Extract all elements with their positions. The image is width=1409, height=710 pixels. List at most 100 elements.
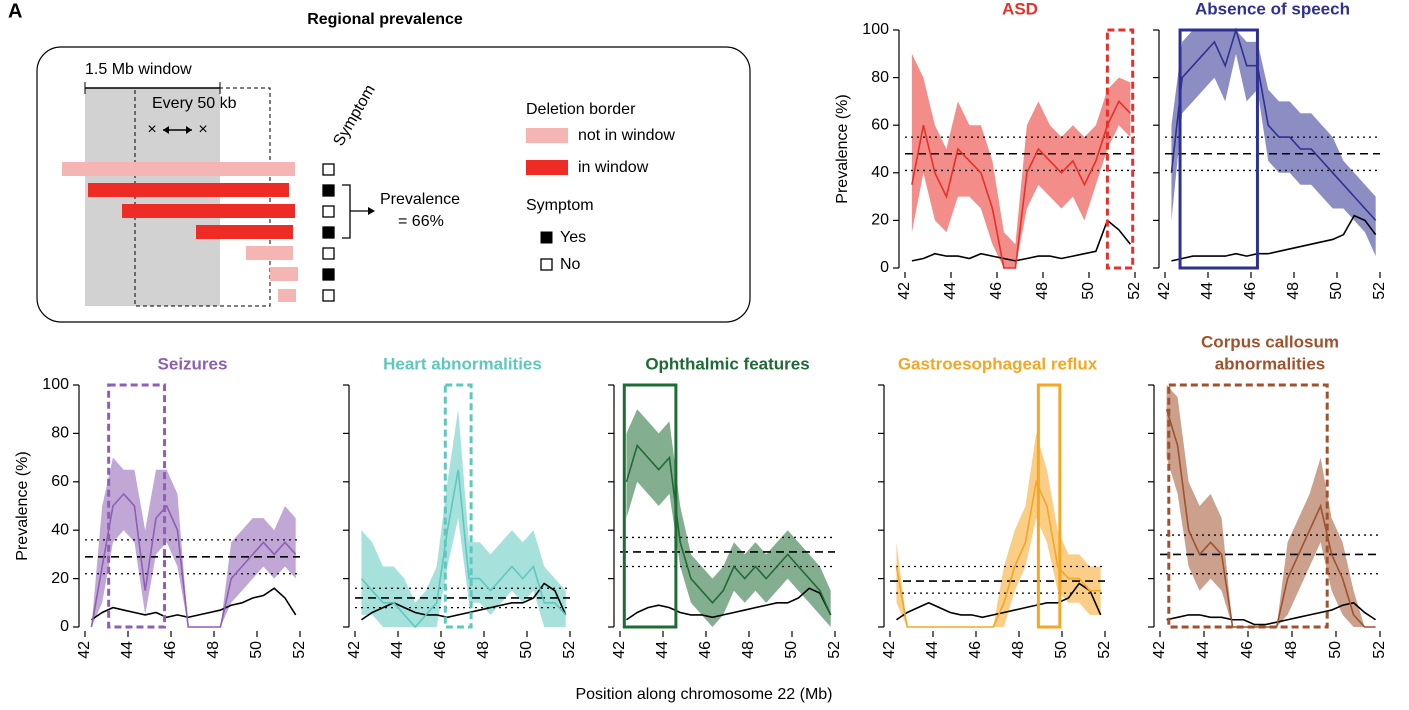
coverage-line [626, 587, 832, 621]
ci-band [1166, 385, 1376, 627]
x-tick-label: 42 [346, 641, 363, 659]
legend-label: Yes [560, 229, 586, 246]
legend-label: in window [578, 159, 649, 176]
highlight-region [622, 383, 678, 629]
symptom-column-label: Symptom [330, 82, 379, 149]
x-tick-label: 50 [248, 641, 265, 659]
panel: ASD 0 20 40 60 80 100 Prevalence (%) 42 44 46 48 50 5… [834, 0, 1143, 300]
panel-title: Corpus callosum [1201, 332, 1339, 351]
panel: Ophthalmic features 42 44 46 48 50 52 [608, 354, 843, 659]
x-axis-title: Position along chromosome 22 (Mb) [575, 686, 832, 703]
ci-band [1171, 30, 1376, 257]
panel: Corpus callosum abnormalities 42 44 46 48 50 52 [1148, 332, 1388, 659]
x-tick-label: 42 [1151, 641, 1168, 659]
arrowhead [368, 207, 375, 215]
highlight-region [1167, 383, 1329, 629]
legend-swatch [526, 128, 568, 143]
legend-swatch [526, 160, 568, 175]
legend-label: not in window [578, 127, 675, 144]
x-tick-label: 50 [1327, 641, 1344, 659]
y-axis-title: Prevalence (%) [14, 451, 31, 560]
cross: × [147, 121, 156, 138]
prevalence-line [625, 443, 832, 616]
deletion [88, 183, 289, 197]
x-tick-label: 50 [1328, 282, 1345, 300]
legend-yes [540, 231, 553, 244]
prevalence-line [90, 492, 297, 628]
coverage-line [1171, 214, 1377, 262]
coverage-line [91, 587, 297, 621]
deletion [196, 225, 293, 239]
x-tick-label: 46 [1239, 641, 1256, 659]
box-yes [322, 184, 335, 197]
bracket [342, 184, 370, 239]
deletion [270, 267, 298, 281]
x-tick-label: 52 [1371, 641, 1388, 659]
ci-band [896, 433, 1101, 627]
prevalence-line [360, 469, 567, 629]
y-tick-label: 100 [42, 376, 69, 393]
x-tick-label: 42 [896, 282, 913, 300]
ci-band [626, 409, 831, 627]
box-no [322, 289, 335, 302]
x-tick-label: 48 [1034, 282, 1051, 300]
x-tick-label: 44 [1195, 641, 1212, 659]
x-tick-label: 50 [518, 641, 535, 659]
prevalence-line [911, 100, 1131, 269]
x-tick-label: 52 [291, 641, 308, 659]
panel: Gastroesophageal reflux 42 44 46 48 50 52 [878, 354, 1113, 659]
deletion [62, 162, 295, 176]
legend-no [540, 258, 553, 271]
highlight-region [443, 383, 473, 629]
x-tick-label: 44 [119, 641, 136, 659]
y-tick-label: 0 [880, 259, 889, 276]
prevalence-label: Prevalence [380, 191, 460, 208]
y-tick-label: 80 [51, 425, 69, 442]
deletion [278, 289, 296, 302]
schematic: 1.5 Mb window Every 50 kb × × Symptom Pr… [36, 46, 751, 323]
x-tick-label: 44 [924, 641, 941, 659]
x-tick-label: 48 [740, 641, 757, 659]
ci-band [911, 53, 1131, 268]
y-tick-label: 20 [51, 570, 69, 587]
arrowheads [163, 126, 192, 134]
coverage-line [911, 219, 1132, 262]
symptom-boxes [322, 163, 335, 302]
panel-title: abnormalities [1215, 354, 1326, 373]
y-tick-label: 40 [51, 521, 69, 538]
y-tick-label: 60 [871, 116, 889, 133]
x-tick-label: 48 [1283, 641, 1300, 659]
legend-title: Deletion border [526, 101, 636, 118]
x-tick-label: 42 [76, 641, 93, 659]
x-tick-label: 52 [1096, 641, 1113, 659]
y-tick-label: 20 [871, 212, 889, 229]
x-tick-label: 44 [1199, 282, 1216, 300]
x-tick-label: 42 [1156, 282, 1173, 300]
symptom-title: Symptom [526, 197, 594, 214]
x-tick-label: 44 [654, 641, 671, 659]
box-yes [322, 226, 335, 239]
panel-title: Ophthalmic features [645, 354, 809, 373]
x-tick-label: 52 [1371, 282, 1388, 300]
x-tick-label: 50 [1053, 641, 1070, 659]
prevalence-value: = 66% [398, 213, 444, 230]
x-tick-label: 46 [432, 641, 449, 659]
y-axis-title: Prevalence (%) [834, 94, 851, 203]
box-yes [322, 268, 335, 281]
ci-band [91, 457, 296, 627]
x-tick-label: 44 [389, 641, 406, 659]
schematic-title: Regional prevalence [307, 11, 463, 28]
x-tick-label: 44 [942, 282, 959, 300]
y-tick-label: 40 [871, 164, 889, 181]
x-tick-label: 46 [967, 641, 984, 659]
x-tick-label: 52 [561, 641, 578, 659]
panel: Absence of speech 42 44 46 48 50 52 [1153, 0, 1388, 300]
x-tick-label: 48 [1285, 282, 1302, 300]
panel-title: ASD [1002, 0, 1038, 18]
y-tick-label: 80 [871, 69, 889, 86]
x-tick-label: 48 [1010, 641, 1027, 659]
highlight-region [1178, 28, 1259, 270]
panel: Seizures 0 20 40 60 80 100 Prevalence (%) 42 44 46… [14, 354, 308, 658]
